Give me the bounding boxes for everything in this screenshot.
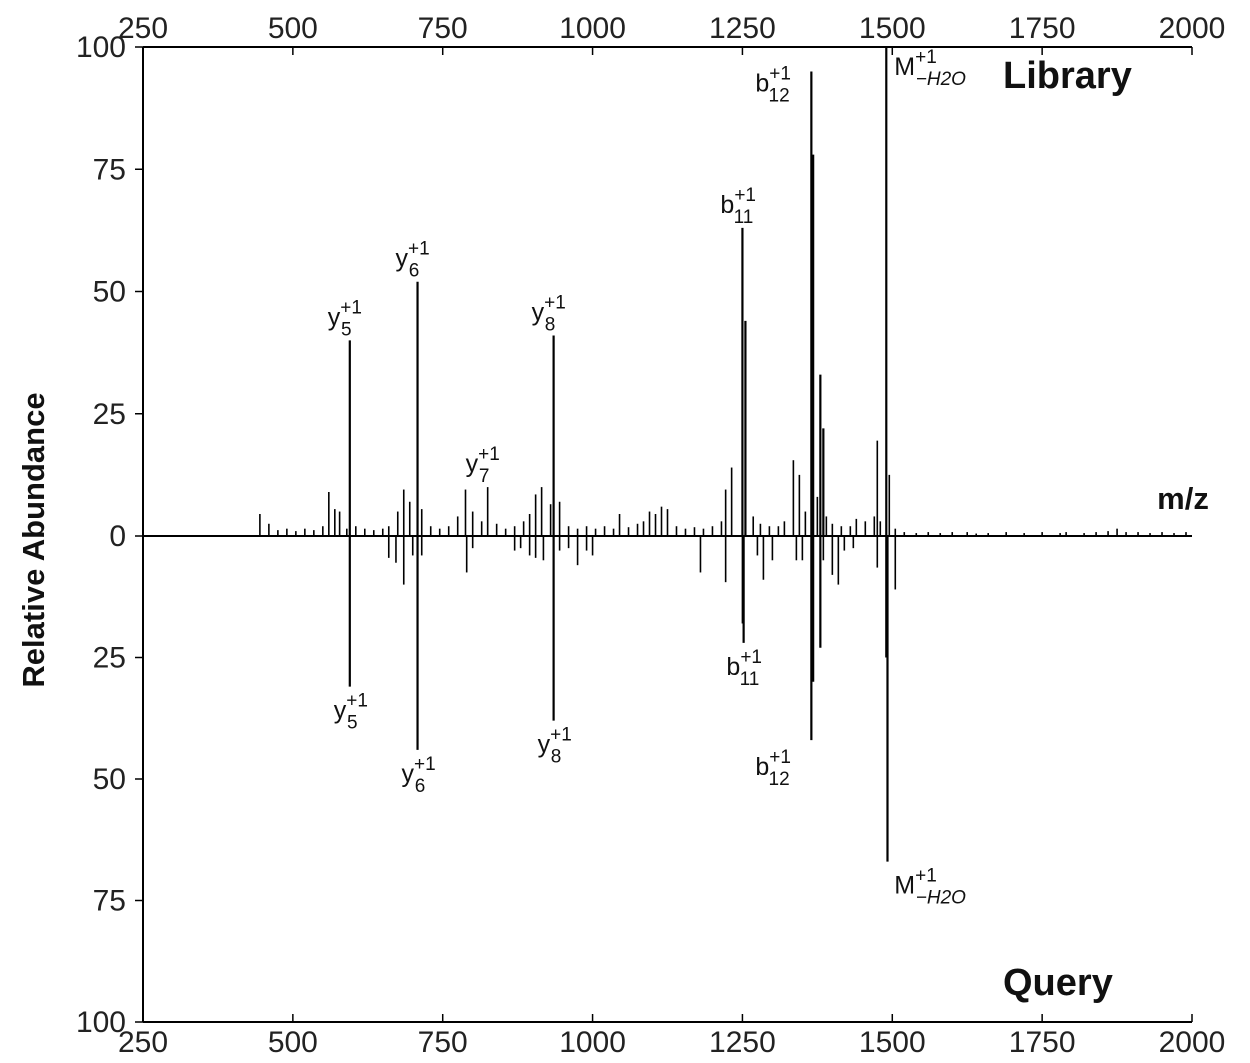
x-tick-label-top: 250 [118,12,168,45]
ion-symbol: b [755,753,769,781]
ion-label-M-bottom: M+1 −H2O [894,866,966,909]
x-tick-label-bottom: 250 [118,1026,168,1059]
ion-charge: +1 [478,444,500,465]
ion-charge: +1 [346,691,368,712]
x-tick-label-top: 500 [268,12,318,45]
y-tick-label-bottom: 75 [93,885,126,918]
ion-charge: +1 [915,47,937,68]
ion-index: 12 [769,85,790,106]
library-panel-label: Library [1003,55,1132,97]
ion-symbol: b [720,191,734,219]
ion-charge: +1 [740,647,761,668]
ion-symbol: y [328,303,341,331]
ion-symbol: y [532,299,545,327]
x-tick-label-bottom: 2000 [1159,1026,1226,1059]
ion-symbol: y [402,760,415,788]
ion-charge: +1 [340,297,362,318]
ion-label-b-bottom: b+1 11 [726,647,761,690]
axes: 2502505005007507501000100012501250150015… [76,12,1225,1059]
ion-symbol: y [538,731,551,759]
y-tick-label-top: 0 [109,520,126,553]
x-tick-label-bottom: 750 [418,1026,468,1059]
ion-index: −H2O [916,888,966,909]
ion-label-b-top: b+1 12 [755,63,790,106]
ion-label-y-bottom: y+1 8 [538,725,572,768]
ion-index: 6 [415,776,426,797]
ion-index: 11 [740,669,760,690]
x-axis-label: m/z [1157,481,1209,516]
y-tick-label-top: 25 [93,398,126,431]
ion-index: 5 [341,319,352,340]
x-tick-label-top: 1250 [709,12,776,45]
x-tick-label-top: 1500 [859,12,926,45]
ion-symbol: b [755,69,769,97]
x-tick-label-top: 1000 [559,12,626,45]
ion-charge: +1 [408,239,430,260]
ion-charge: +1 [769,63,790,84]
ion-label-M-top: M+1 −H2O [894,47,966,90]
query-panel-label: Query [1003,962,1113,1004]
y-tick-label-bottom: 50 [93,763,126,796]
ion-symbol: y [396,245,409,273]
ion-index: 8 [545,315,556,336]
ion-charge: +1 [734,185,755,206]
ion-index: 11 [734,207,754,228]
y-tick-label-bottom: 100 [76,1006,126,1039]
ion-charge: +1 [550,725,572,746]
ion-index: 5 [347,713,358,734]
ion-symbol: y [334,697,347,725]
ion-label-y-top: y+1 5 [328,297,362,340]
ion-index: 12 [769,769,790,790]
ion-index: 7 [479,466,490,487]
y-tick-label-bottom: 25 [93,642,126,675]
x-tick-label-top: 1750 [1009,12,1076,45]
y-tick-label-top: 75 [93,153,126,186]
ion-index: 6 [409,261,420,282]
ion-label-y-top: y+1 8 [532,293,566,336]
ion-label-b-bottom: b+1 12 [755,747,790,790]
x-tick-label-top: 2000 [1159,12,1226,45]
ion-label-y-top: y+1 6 [396,239,430,282]
x-tick-label-bottom: 1750 [1009,1026,1076,1059]
x-tick-label-bottom: 500 [268,1026,318,1059]
y-tick-label-top: 50 [93,276,126,309]
x-tick-label-bottom: 1250 [709,1026,776,1059]
x-tick-label-bottom: 1000 [559,1026,626,1059]
ion-symbol: M [894,872,915,900]
ion-symbol: b [726,653,740,681]
ion-charge: +1 [414,754,436,775]
x-tick-label-bottom: 1500 [859,1026,926,1059]
x-tick-label-top: 750 [418,12,468,45]
ion-charge: +1 [769,747,790,768]
peaks [259,47,1187,862]
ion-charge: +1 [915,866,937,887]
ion-label-y-bottom: y+1 5 [334,691,368,734]
y-axis-label: Relative Abundance [16,392,51,687]
ion-label-y-bottom: y+1 6 [402,754,436,797]
ion-index: −H2O [916,69,966,90]
ion-label-b-top: b+1 11 [720,185,755,228]
ion-symbol: M [894,53,915,81]
ion-charge: +1 [544,293,566,314]
y-tick-label-top: 100 [76,31,126,64]
ion-symbol: y [466,450,479,478]
ion-label-y-top: y+1 7 [466,444,500,487]
ion-index: 8 [551,747,562,768]
